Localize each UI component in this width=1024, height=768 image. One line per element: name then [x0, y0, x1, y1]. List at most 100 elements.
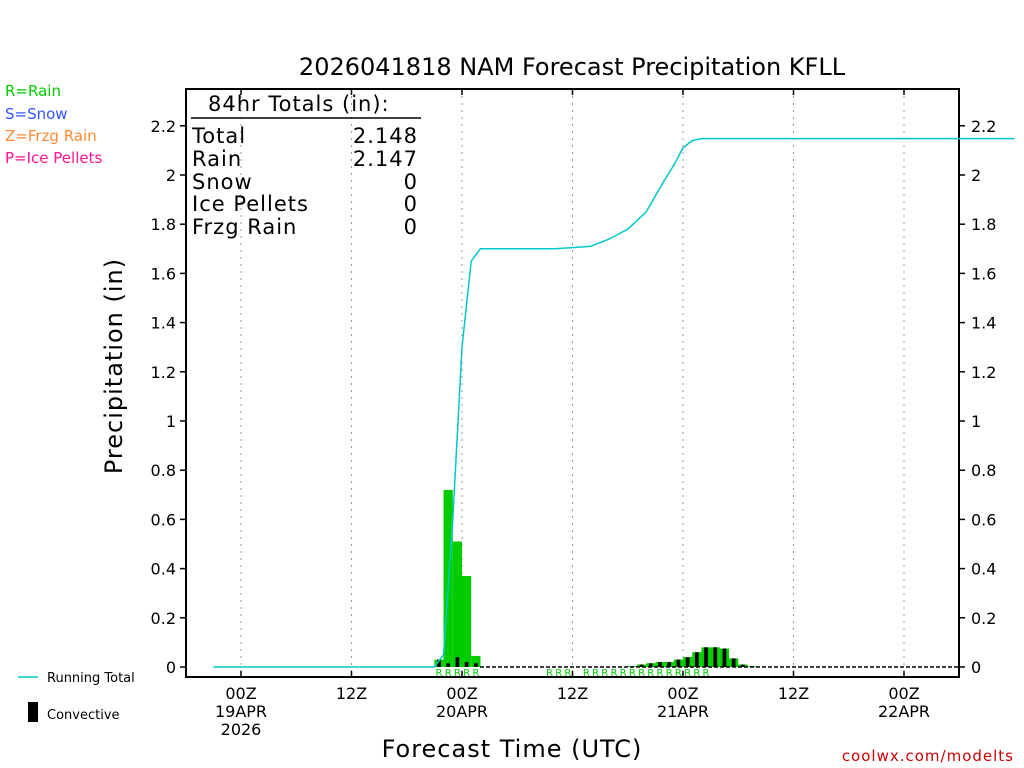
- x-tick-label: 00Z: [446, 684, 477, 703]
- convective-bar: [741, 664, 745, 667]
- y-tick-label-right: 1.2: [971, 363, 996, 382]
- convective-bar: [437, 659, 441, 667]
- convective-bar: [667, 662, 672, 667]
- y-tick-label-left: 1.2: [151, 363, 176, 382]
- y-tick-label-left: 1.6: [151, 264, 176, 283]
- site-credit: coolwx.com/modelts: [842, 747, 1014, 765]
- precip-type-mark: R: [638, 668, 645, 679]
- x-tick-label: 21APR: [657, 702, 709, 721]
- y-tick-label-right: 1.8: [971, 215, 996, 234]
- running-total-series: [213, 137, 1015, 668]
- running-total-legend-label: Running Total: [47, 671, 135, 686]
- precip-type-mark: R: [684, 668, 691, 679]
- precip-type-mark: R: [620, 668, 627, 679]
- x-tick-label: 00Z: [225, 684, 256, 703]
- convective-bar: [704, 647, 708, 667]
- totals-value-rain: 2.147: [353, 147, 418, 171]
- x-tick-label: 22APR: [878, 702, 930, 721]
- convective-bar: [713, 647, 718, 667]
- totals-label-rain: Rain: [192, 147, 242, 171]
- convective-legend-swatch: [28, 702, 38, 722]
- convective-bar: [676, 659, 681, 667]
- x-tick-label: 00Z: [888, 684, 919, 703]
- y-tick-label-right: 1.4: [971, 314, 996, 333]
- convective-bar: [446, 663, 451, 667]
- y-tick-label-left: 0.8: [151, 461, 176, 480]
- legend-ice-pellets: P=Ice Pellets: [5, 149, 102, 167]
- legend-frzg-rain: Z=Frzg Rain: [5, 127, 97, 145]
- y-tick-label-left: 0.6: [151, 510, 176, 529]
- totals-box: 84hr Totals (in): Total 2.148 Rain 2.147…: [191, 92, 421, 239]
- x-gridlines: [240, 89, 905, 677]
- precip-bar: [462, 575, 472, 667]
- y-tick-label-right: 0: [971, 658, 981, 677]
- totals-header: 84hr Totals (in):: [208, 92, 390, 116]
- convective-bar: [648, 663, 653, 667]
- y-tick-label-right: 0.8: [971, 461, 996, 480]
- totals-value-frzg-rain: 0: [404, 215, 418, 239]
- y-tick-label-right: 0.6: [971, 510, 996, 529]
- totals-value-snow: 0: [404, 170, 418, 194]
- totals-value-ice-pellets: 0: [404, 192, 418, 216]
- precip-bar: [471, 655, 481, 667]
- y-tick-label-left: 0.4: [151, 560, 176, 579]
- precip-type-mark: R: [445, 668, 452, 679]
- precip-type-mark: R: [703, 668, 710, 679]
- convective-bar: [731, 658, 736, 667]
- precip-bar: [452, 541, 462, 667]
- precip-type-legend: R=Rain S=Snow Z=Frzg Rain P=Ice Pellets: [5, 82, 102, 167]
- convective-bar: [694, 652, 699, 667]
- precip-type-mark: R: [601, 668, 608, 679]
- convective-bar: [722, 648, 727, 667]
- precip-type-mark: R: [454, 668, 461, 679]
- precip-type-mark: R: [693, 668, 700, 679]
- y-tick-label-left: 0: [166, 658, 176, 677]
- x-tick-label: 12Z: [778, 684, 809, 703]
- y-tick-label-left: 1: [166, 412, 176, 431]
- y-tick-label-right: 1.6: [971, 264, 996, 283]
- y-tick-label-left: 0.2: [151, 609, 176, 628]
- series-legend: Running Total Convective: [18, 671, 135, 723]
- y-tick-label-left: 1.4: [151, 314, 176, 333]
- convective-legend-label: Convective: [47, 708, 120, 723]
- totals-label-ice-pellets: Ice Pellets: [192, 192, 309, 216]
- y-tick-label-left: 2: [166, 166, 176, 185]
- legend-rain: R=Rain: [5, 82, 61, 100]
- x-tick-label: 20APR: [436, 702, 488, 721]
- running-total-line: [213, 137, 1015, 668]
- x-tick-label: 2026: [221, 720, 262, 739]
- precip-type-mark: R: [436, 668, 443, 679]
- precip-type-mark: R: [592, 668, 599, 679]
- totals-label-frzg-rain: Frzg Rain: [192, 215, 297, 239]
- chart-title: 2026041818 NAM Forecast Precipitation KF…: [299, 53, 846, 81]
- precip-type-mark: R: [472, 668, 479, 679]
- x-tick-label: 19APR: [215, 702, 267, 721]
- totals-label-snow: Snow: [192, 170, 253, 194]
- convective-bar: [685, 657, 690, 667]
- y-axis-ticks: 0 00.2 0.20.4 0.40.6 0.60.8 0.81 11.2 1.21.4 1.4…: [151, 117, 997, 677]
- y-tick-label-right: 2: [971, 166, 981, 185]
- precip-type-mark: R: [647, 668, 654, 679]
- legend-snow: S=Snow: [5, 105, 68, 123]
- convective-bar: [455, 657, 460, 667]
- x-axis-label: Forecast Time (UTC): [382, 735, 643, 763]
- totals-label-total: Total: [191, 124, 246, 148]
- convective-bar: [464, 662, 469, 667]
- y-tick-label-right: 0.2: [971, 609, 996, 628]
- precip-type-mark: R: [610, 668, 617, 679]
- precip-type-mark: R: [583, 668, 590, 679]
- totals-value-total: 2.148: [353, 124, 418, 148]
- precip-type-mark: R: [629, 668, 636, 679]
- convective-bar: [639, 664, 644, 667]
- precip-type-mark: R: [564, 668, 571, 679]
- y-tick-label-left: 2.2: [151, 117, 176, 136]
- y-tick-label-right: 0.4: [971, 560, 996, 579]
- y-tick-label-right: 2.2: [971, 117, 996, 136]
- precip-bars: [434, 489, 757, 667]
- convective-bar: [473, 663, 478, 667]
- precip-type-mark: R: [546, 668, 553, 679]
- convective-bar: [658, 662, 662, 667]
- y-axis-label: Precipitation (in): [100, 258, 128, 474]
